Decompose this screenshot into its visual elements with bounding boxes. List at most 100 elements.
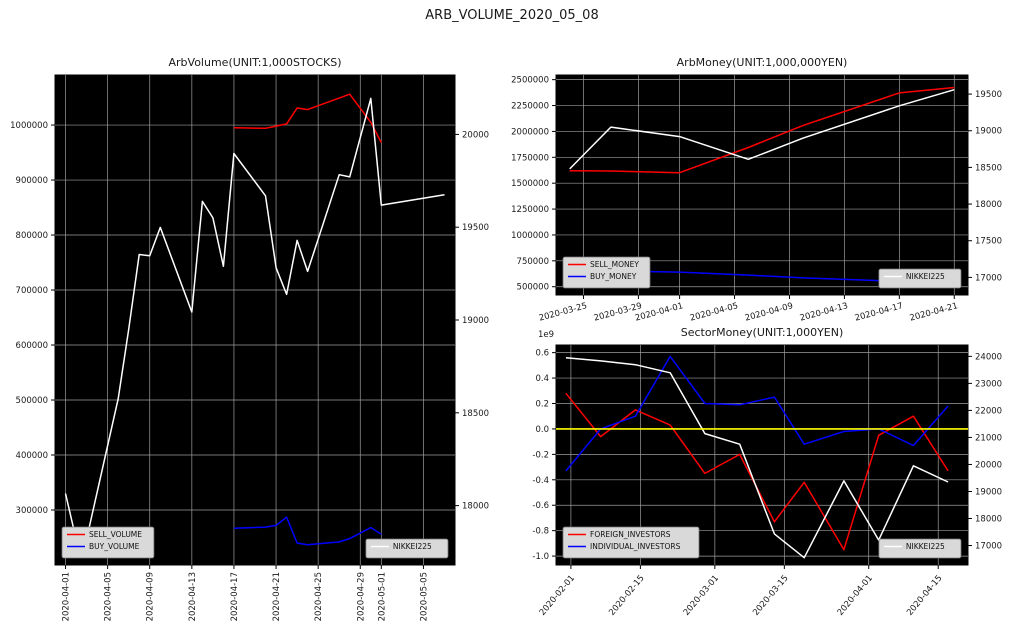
right-tick-label: 20000 xyxy=(975,460,1002,470)
right-tick-label: 18500 xyxy=(975,163,1002,173)
chart-sectormoney: -1.0 -0.8 -0.6 -0.4 -0.2 0.0 0.2 0.4 0.6 17000 180… xyxy=(532,326,1002,618)
x-tick-label: 2020-04-09 xyxy=(146,572,156,621)
left-tick-label: 1250000 xyxy=(511,205,549,215)
left-tick-label: -0.4 xyxy=(532,476,549,486)
legend-lower-left: FOREIGN_INVESTORS INDIVIDUAL_INVESTORS xyxy=(562,526,700,559)
right-tick-label: 19000 xyxy=(975,127,1002,137)
x-tick-label: 2020-04-13 xyxy=(799,301,849,323)
right-tick-label: 24000 xyxy=(975,352,1002,362)
left-tick-label: 2250000 xyxy=(511,102,549,112)
legend-label: INDIVIDUAL_INVESTORS xyxy=(590,542,681,551)
right-tick-label: 22000 xyxy=(975,406,1002,416)
chart-title: SectorMoney(UNIT:1,000YEN) xyxy=(681,326,844,339)
x-tick-label: 2020-02-01 xyxy=(538,574,577,618)
right-tick-label: 17000 xyxy=(975,273,1002,283)
x-tick-label: 2020-04-01 xyxy=(634,301,684,323)
x-tick-label: 2020-03-01 xyxy=(682,574,721,618)
series-nikkei225 xyxy=(569,88,955,170)
left-tick-label: 1500000 xyxy=(511,179,549,189)
x-tick-label: 2020-04-21 xyxy=(909,301,959,323)
right-tick-label: 19500 xyxy=(462,223,489,233)
x-tick-label: 2020-04-21 xyxy=(272,572,282,621)
left-tick-label: 0.2 xyxy=(535,399,549,409)
x-tick-label: 2020-03-15 xyxy=(751,574,790,618)
series-nikkei225 xyxy=(565,356,949,559)
x-tick-label: 2020-04-13 xyxy=(188,572,198,621)
left-tick-label: 0.6 xyxy=(535,349,549,359)
legend-lower-left: SELL_MONEY BUY_MONEY xyxy=(562,256,651,289)
left-tick-label: -0.2 xyxy=(532,450,549,460)
legend-label: BUY_VOLUME xyxy=(89,542,140,551)
left-tick-label: 750000 xyxy=(517,257,549,267)
left-tick-label: -0.6 xyxy=(532,501,549,511)
chart-arbvolume: 300000 400000 500000 600000 700000 800000 9000… xyxy=(10,56,489,621)
legend-lower-right: NIKKEI225 xyxy=(365,538,449,559)
left-tick-label: 500000 xyxy=(16,396,48,406)
right-tick-label: 18000 xyxy=(975,515,1002,525)
right-tick-label: 19500 xyxy=(975,90,1002,100)
x-tick-label: 2020-04-05 xyxy=(104,572,114,621)
x-tick-label: 2020-04-09 xyxy=(744,301,794,323)
series-buy_volume xyxy=(233,516,382,546)
legend-label: NIKKEI225 xyxy=(906,272,945,281)
series-sell_volume xyxy=(233,93,382,143)
series-sell_money xyxy=(569,86,955,174)
right-tick-label: 18000 xyxy=(462,502,489,512)
series-nikkei225 xyxy=(64,97,445,540)
legend-lower-right: NIKKEI225 xyxy=(878,268,962,289)
x-tick-label: 2020-04-01 xyxy=(836,574,875,618)
left-tick-label: 1750000 xyxy=(511,153,549,163)
left-tick-label: -1.0 xyxy=(532,552,549,562)
right-tick-label: 19000 xyxy=(462,316,489,326)
left-tick-label: 700000 xyxy=(16,286,48,296)
x-tick-label: 2020-04-25 xyxy=(314,572,324,621)
plot-area xyxy=(54,74,456,566)
x-tick-label: 2020-04-05 xyxy=(689,301,739,323)
left-tick-label: 900000 xyxy=(16,176,48,186)
x-tick-label: 2020-04-15 xyxy=(905,574,944,618)
right-tick-label: 17000 xyxy=(975,542,1002,552)
axis-offset-label: 1e9 xyxy=(538,330,554,340)
right-tick-label: 17500 xyxy=(975,237,1002,247)
x-tick-label: 2020-05-05 xyxy=(419,572,429,621)
right-tick-label: 18000 xyxy=(975,200,1002,210)
left-tick-label: 2000000 xyxy=(511,127,549,137)
right-tick-label: 20000 xyxy=(462,130,489,140)
legend-label: FOREIGN_INVESTORS xyxy=(590,530,671,539)
legend-label: BUY_MONEY xyxy=(590,272,637,281)
left-tick-label: 1000000 xyxy=(511,231,549,241)
legend-lower-left: SELL_VOLUME BUY_VOLUME xyxy=(61,526,155,559)
x-tick-label: 2020-02-15 xyxy=(607,574,646,618)
legend-label: SELL_VOLUME xyxy=(89,530,142,539)
left-tick-label: 300000 xyxy=(16,506,48,516)
x-tick-label: 2020-05-01 xyxy=(377,572,387,621)
right-tick-label: 18500 xyxy=(462,409,489,419)
left-tick-label: -0.8 xyxy=(532,527,549,537)
left-tick-label: 0.0 xyxy=(535,425,549,435)
right-tick-label: 19000 xyxy=(975,487,1002,497)
chart-arbmoney: 500000 750000 1000000 1250000 1500000 1750000… xyxy=(511,56,1002,324)
left-tick-label: 2500000 xyxy=(511,76,549,86)
legend-label: NIKKEI225 xyxy=(906,542,945,551)
x-tick-label: 2020-04-29 xyxy=(356,572,366,621)
left-tick-label: 0.4 xyxy=(535,374,549,384)
x-tick-label: 2020-04-01 xyxy=(62,572,72,621)
left-tick-label: 400000 xyxy=(16,451,48,461)
series-individual_investors xyxy=(565,355,949,472)
figure-title: ARB_VOLUME_2020_05_08 xyxy=(425,8,599,23)
legend-label: SELL_MONEY xyxy=(590,260,639,269)
left-tick-label: 600000 xyxy=(16,341,48,351)
legend-lower-right: NIKKEI225 xyxy=(878,538,962,559)
left-tick-label: 1000000 xyxy=(10,121,48,131)
left-tick-label: 500000 xyxy=(517,283,549,293)
x-tick-label: 2020-04-17 xyxy=(230,572,240,621)
chart-title: ArbMoney(UNIT:1,000,000YEN) xyxy=(677,56,848,69)
left-tick-label: 800000 xyxy=(16,231,48,241)
chart-title: ArbVolume(UNIT:1,000STOCKS) xyxy=(169,56,342,69)
right-tick-label: 21000 xyxy=(975,433,1002,443)
x-tick-label: 2020-04-17 xyxy=(854,301,904,323)
right-tick-label: 23000 xyxy=(975,379,1002,389)
x-tick-label: 2020-03-25 xyxy=(538,301,588,323)
